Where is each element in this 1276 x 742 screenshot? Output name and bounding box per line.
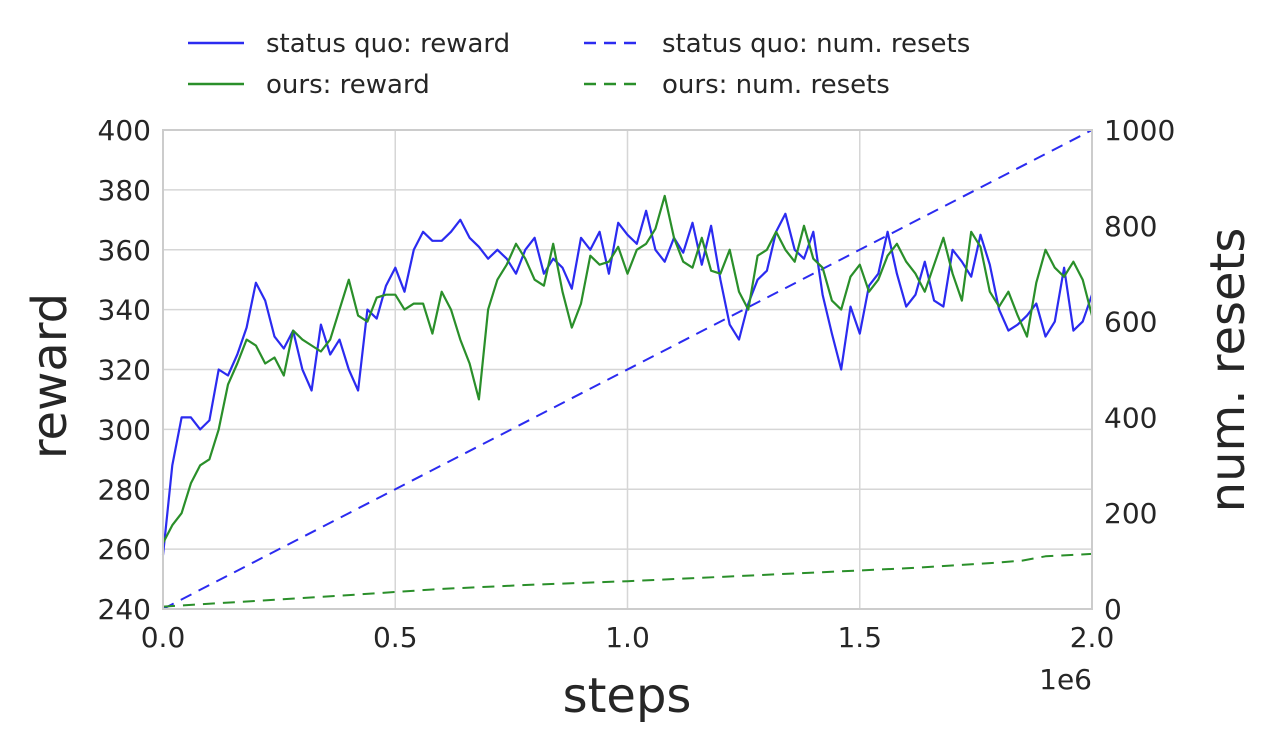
x-tick-label: 1.0 bbox=[605, 621, 650, 654]
y2-axis-title: num. resets bbox=[1200, 228, 1256, 513]
y2-tick-label: 1000 bbox=[1104, 114, 1175, 147]
ticks: 0.0 0.5 1.0 1.5 2.0 240 260 280 300 320 340 360 380 4… bbox=[98, 114, 1176, 654]
y2-tick-label: 400 bbox=[1104, 401, 1157, 434]
series-line-status-quo-num-resets bbox=[162, 129, 1093, 610]
y-tick-label: 240 bbox=[98, 593, 151, 626]
legend-label-status-quo-resets: status quo: num. resets bbox=[662, 29, 970, 59]
y2-tick-label: 800 bbox=[1104, 210, 1157, 243]
x-tick-label: 0.5 bbox=[373, 621, 418, 654]
series-line-ours-num-resets bbox=[162, 552, 1093, 608]
x-tick-label: 1.5 bbox=[837, 621, 882, 654]
y-tick-label: 300 bbox=[98, 413, 151, 446]
series-line-ours-reward bbox=[162, 194, 1094, 544]
y-tick-label: 380 bbox=[98, 174, 151, 207]
x-axis-title: steps bbox=[563, 668, 692, 724]
y-tick-label: 260 bbox=[98, 533, 151, 566]
y-tick-label: 280 bbox=[98, 473, 151, 506]
series-layer bbox=[161, 129, 1094, 610]
x-tick-label: 0.0 bbox=[141, 621, 186, 654]
plot-frame bbox=[162, 129, 1093, 610]
series-line-status-quo-reward bbox=[161, 209, 1094, 556]
y2-tick-label: 600 bbox=[1104, 306, 1157, 339]
x-tick-label: 2.0 bbox=[1070, 621, 1115, 654]
legend-label-ours-resets: ours: num. resets bbox=[662, 70, 890, 100]
y2-tick-label: 0 bbox=[1104, 593, 1122, 626]
y-tick-label: 360 bbox=[98, 234, 151, 267]
y-axis-title: reward bbox=[22, 293, 78, 459]
y-tick-label: 400 bbox=[98, 114, 151, 147]
y-tick-label: 340 bbox=[98, 294, 151, 327]
y2-tick-label: 200 bbox=[1104, 497, 1157, 530]
y-tick-label: 320 bbox=[98, 354, 151, 387]
legend: status quo: reward ours: reward status q… bbox=[188, 29, 970, 100]
x-offset-label: 1e6 bbox=[1039, 663, 1092, 696]
legend-label-status-quo-reward: status quo: reward bbox=[266, 29, 510, 59]
legend-label-ours-reward: ours: reward bbox=[266, 70, 430, 100]
